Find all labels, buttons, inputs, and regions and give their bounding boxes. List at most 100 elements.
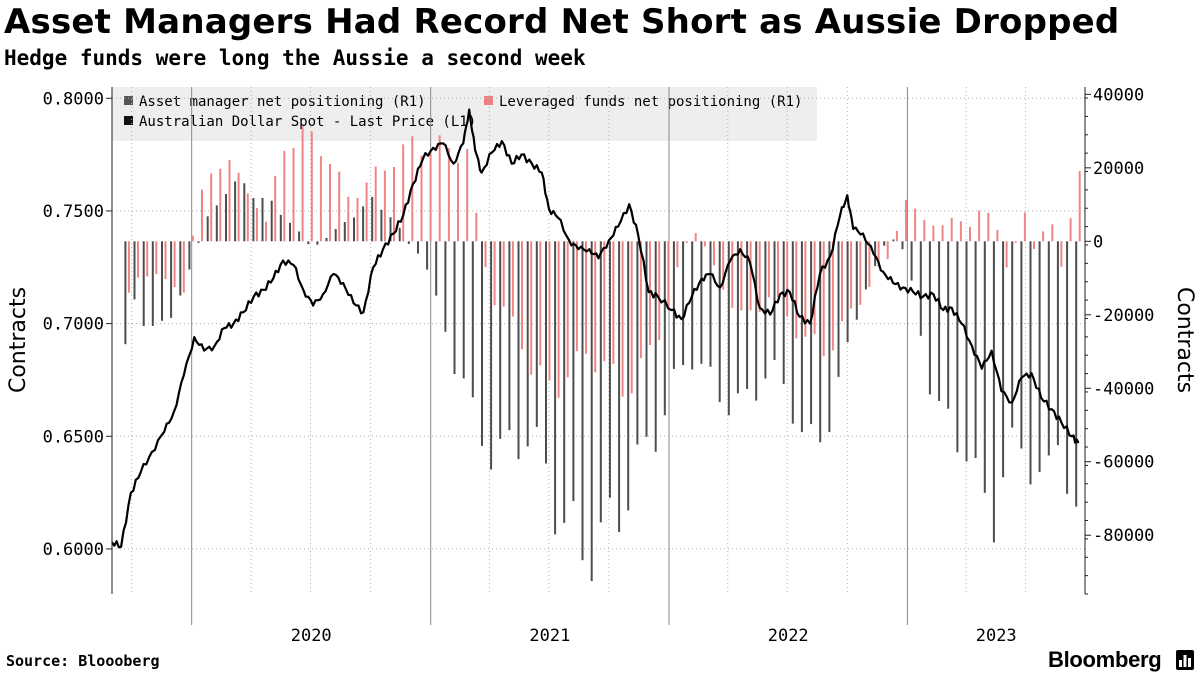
- leveraged-funds-bar: [740, 241, 743, 311]
- asset-manager-bar: [800, 241, 803, 433]
- asset-manager-bar: [965, 241, 968, 462]
- leveraged-funds-bar: [703, 241, 706, 247]
- asset-manager-bar: [462, 241, 465, 379]
- asset-manager-bar: [453, 241, 456, 375]
- leveraged-funds-bar: [265, 221, 267, 242]
- leveraged-funds-bar: [228, 160, 231, 242]
- asset-manager-bar: [252, 198, 255, 242]
- leveraged-funds-bar: [978, 210, 981, 242]
- asset-manager-bar: [554, 241, 557, 535]
- legend-label-spot: Australian Dollar Spot - Last Price (L1): [139, 114, 476, 130]
- leveraged-funds-bar: [621, 241, 624, 397]
- bar-chart-icon: [1176, 650, 1194, 670]
- asset-manager-bar: [974, 241, 977, 458]
- right-tick-label: 40000: [1093, 85, 1144, 105]
- asset-manager-bar: [133, 241, 136, 300]
- left-tick-label: 0.8000: [43, 89, 104, 109]
- leveraged-funds-bar: [127, 241, 130, 293]
- leveraged-funds-bar: [530, 241, 533, 375]
- leveraged-funds-bar: [383, 170, 386, 242]
- x-year-label: 2021: [529, 626, 570, 646]
- leveraged-funds-bar: [722, 241, 725, 290]
- right-axis-title: Contracts: [1172, 287, 1197, 393]
- asset-manager-bar: [746, 241, 749, 389]
- leveraged-funds-bars: [127, 126, 1081, 398]
- leveraged-funds-bar: [923, 219, 926, 242]
- asset-manager-bar: [672, 241, 675, 369]
- leveraged-funds-bar: [137, 241, 139, 278]
- asset-manager-bar: [1029, 241, 1032, 485]
- leveraged-funds-bar: [301, 126, 304, 242]
- leveraged-funds-bar: [292, 147, 295, 242]
- asset-manager-bar: [919, 241, 922, 336]
- right-tick-label: -80000: [1093, 526, 1154, 546]
- asset-manager-bar: [874, 241, 877, 266]
- asset-manager-bar: [883, 241, 886, 246]
- right-tick-label: 0: [1093, 232, 1103, 252]
- asset-manager-bar: [380, 209, 383, 242]
- asset-manager-bar: [270, 200, 273, 242]
- right-tick-label: -60000: [1093, 453, 1154, 473]
- asset-manager-bar: [709, 241, 712, 367]
- leveraged-funds-bar: [658, 241, 661, 341]
- right-tick-label: 20000: [1093, 159, 1144, 179]
- asset-manager-bar: [362, 206, 365, 242]
- axes: 0.8000 0.7500 0.7000 0.6500 0.6000 40000 20000…: [43, 85, 1155, 646]
- right-tick-label: -20000: [1093, 306, 1154, 326]
- asset-manager-bar: [572, 241, 575, 502]
- asset-manager-bar: [819, 241, 822, 443]
- asset-manager-bar: [490, 241, 493, 470]
- asset-manager-bar: [700, 241, 703, 364]
- asset-manager-bar: [791, 241, 794, 424]
- spot-price-line: [111, 108, 1080, 549]
- leveraged-funds-bar: [191, 235, 194, 242]
- asset-manager-bar: [938, 241, 941, 401]
- asset-manager-bar: [864, 241, 867, 290]
- leveraged-funds-bar: [630, 241, 633, 394]
- asset-manager-bar: [215, 205, 218, 242]
- leveraged-funds-bar: [731, 241, 734, 308]
- gridlines: [112, 87, 1085, 625]
- leveraged-funds-bar: [1014, 241, 1017, 243]
- asset-manager-bar: [645, 241, 648, 437]
- asset-manager-bar: [161, 241, 163, 321]
- left-tick-label: 0.6000: [43, 540, 104, 560]
- leveraged-funds-bar: [347, 196, 350, 242]
- leveraged-funds-bar: [795, 241, 798, 339]
- leveraged-funds-bar: [201, 189, 203, 242]
- asset-manager-bar: [755, 241, 758, 401]
- leveraged-funds-bar: [255, 208, 258, 242]
- asset-manager-bar: [928, 241, 931, 395]
- asset-manager-bar: [508, 241, 511, 431]
- leveraged-funds-bar: [667, 241, 670, 307]
- asset-manager-bar: [581, 241, 584, 561]
- leveraged-funds-bar: [1023, 212, 1026, 242]
- asset-manager-bar: [764, 241, 767, 379]
- leveraged-funds-bar: [310, 131, 313, 242]
- leveraged-funds-bar: [987, 212, 990, 242]
- asset-manager-bar: [371, 196, 374, 242]
- leveraged-funds-bar: [932, 225, 935, 242]
- asset-manager-bar: [316, 241, 319, 245]
- leveraged-funds-bar: [210, 173, 213, 242]
- x-year-label: 2023: [976, 626, 1017, 646]
- asset-manager-bar: [179, 241, 182, 296]
- asset-manager-bar: [1056, 241, 1059, 446]
- asset-manager-bar: [599, 241, 602, 523]
- leveraged-funds-bar: [402, 144, 405, 242]
- leveraged-funds-bar: [1069, 218, 1072, 242]
- leveraged-funds-bar: [493, 241, 496, 306]
- leveraged-funds-bar: [886, 241, 889, 260]
- asset-manager-bar: [197, 241, 200, 243]
- asset-manager-bar: [151, 241, 154, 326]
- leveraged-funds-bar: [155, 241, 158, 274]
- leveraged-funds-bar: [338, 171, 341, 242]
- asset-manager-bar: [828, 241, 831, 433]
- asset-manager-bar: [663, 241, 666, 416]
- asset-manager-bar: [983, 241, 986, 493]
- leveraged-funds-bar: [813, 241, 816, 335]
- leveraged-funds-bar: [365, 182, 368, 242]
- asset-manager-bar: [947, 241, 950, 409]
- leveraged-funds-bar: [1060, 241, 1063, 267]
- asset-manager-bar: [389, 217, 392, 242]
